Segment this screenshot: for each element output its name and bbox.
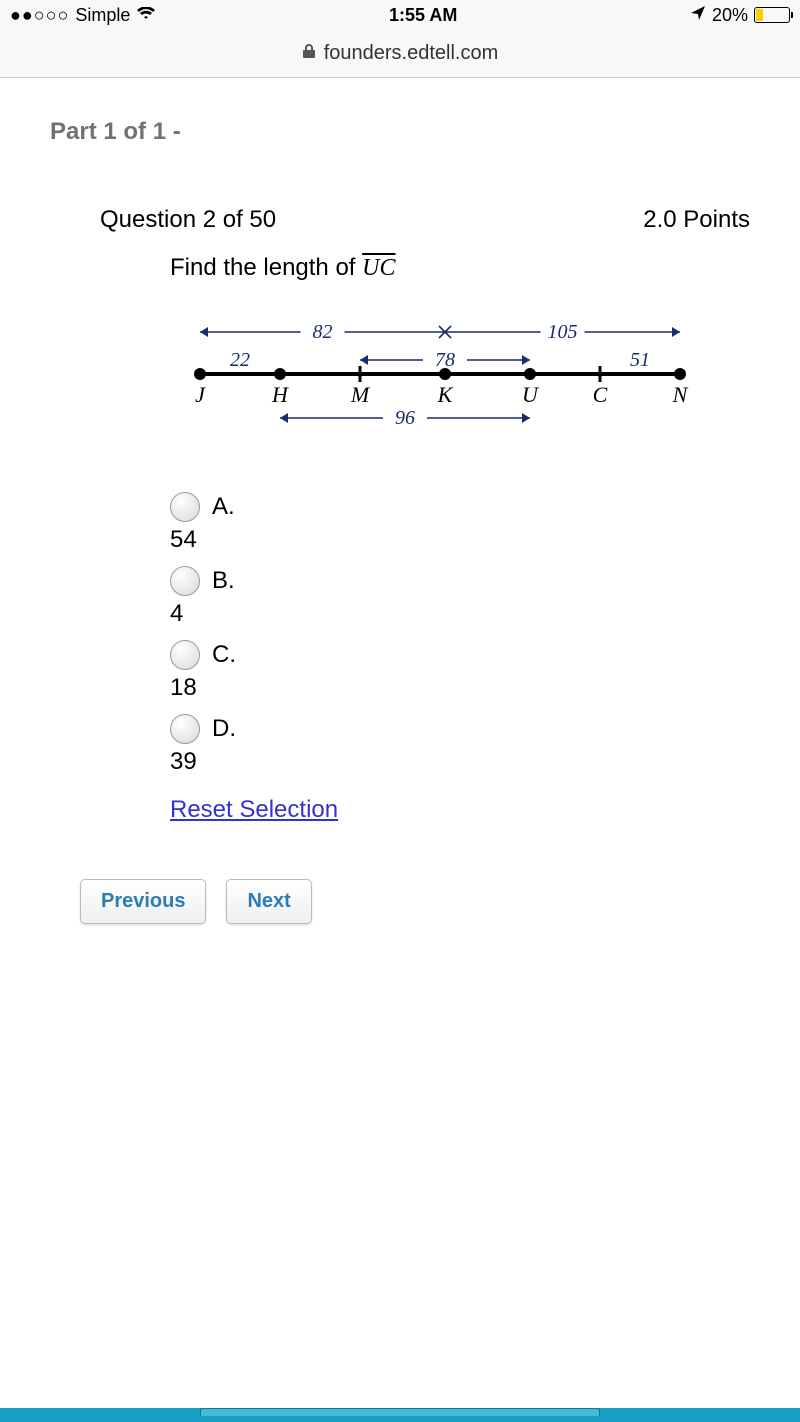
option-value: 18	[170, 674, 750, 702]
radio-option-0[interactable]	[170, 492, 200, 522]
prompt-segment: UC	[362, 255, 395, 281]
battery-pct: 20%	[712, 5, 748, 26]
location-icon	[690, 5, 706, 26]
svg-text:N: N	[672, 382, 689, 407]
svg-text:51: 51	[630, 349, 650, 371]
signal-dots: ●●○○○	[10, 5, 69, 26]
next-button[interactable]: Next	[226, 879, 311, 924]
svg-text:U: U	[522, 382, 540, 407]
svg-text:105: 105	[548, 321, 578, 343]
svg-text:96: 96	[395, 407, 415, 429]
option-value: 39	[170, 748, 750, 776]
svg-text:82: 82	[313, 321, 333, 343]
url-text: founders.edtell.com	[324, 42, 499, 65]
battery-icon	[754, 7, 790, 23]
svg-text:K: K	[437, 382, 454, 407]
radio-option-3[interactable]	[170, 714, 200, 744]
svg-text:H: H	[271, 382, 289, 407]
clock-label: 1:55 AM	[389, 5, 457, 26]
number-line-diagram: J H M K U C N 82 105 22 78 51 96	[50, 312, 750, 447]
carrier-label: Simple	[75, 5, 130, 26]
url-bar[interactable]: founders.edtell.com	[0, 30, 800, 78]
radio-option-1[interactable]	[170, 566, 200, 596]
wifi-icon	[136, 5, 156, 26]
svg-text:J: J	[195, 382, 206, 407]
option-letter: D.	[212, 715, 236, 743]
question-number: Question 2 of 50	[100, 206, 276, 234]
status-bar: ●●○○○ Simple 1:55 AM 20%	[0, 0, 800, 30]
svg-text:22: 22	[230, 349, 250, 371]
option-value: 4	[170, 600, 750, 628]
points-label: 2.0 Points	[643, 206, 750, 234]
radio-option-2[interactable]	[170, 640, 200, 670]
option-letter: B.	[212, 567, 235, 595]
reset-selection-link[interactable]: Reset Selection	[170, 796, 338, 824]
previous-button[interactable]: Previous	[80, 879, 206, 924]
svg-text:M: M	[350, 382, 371, 407]
prompt-prefix: Find the length of	[170, 254, 362, 281]
option-value: 54	[170, 526, 750, 554]
option-letter: C.	[212, 641, 236, 669]
svg-text:78: 78	[435, 349, 455, 371]
lock-icon	[302, 42, 316, 65]
part-label: Part 1 of 1 -	[50, 118, 750, 146]
svg-text:C: C	[593, 382, 608, 407]
option-letter: A.	[212, 493, 235, 521]
question-prompt: Find the length of UC	[50, 254, 750, 282]
bottom-toolbar	[0, 1408, 800, 1422]
